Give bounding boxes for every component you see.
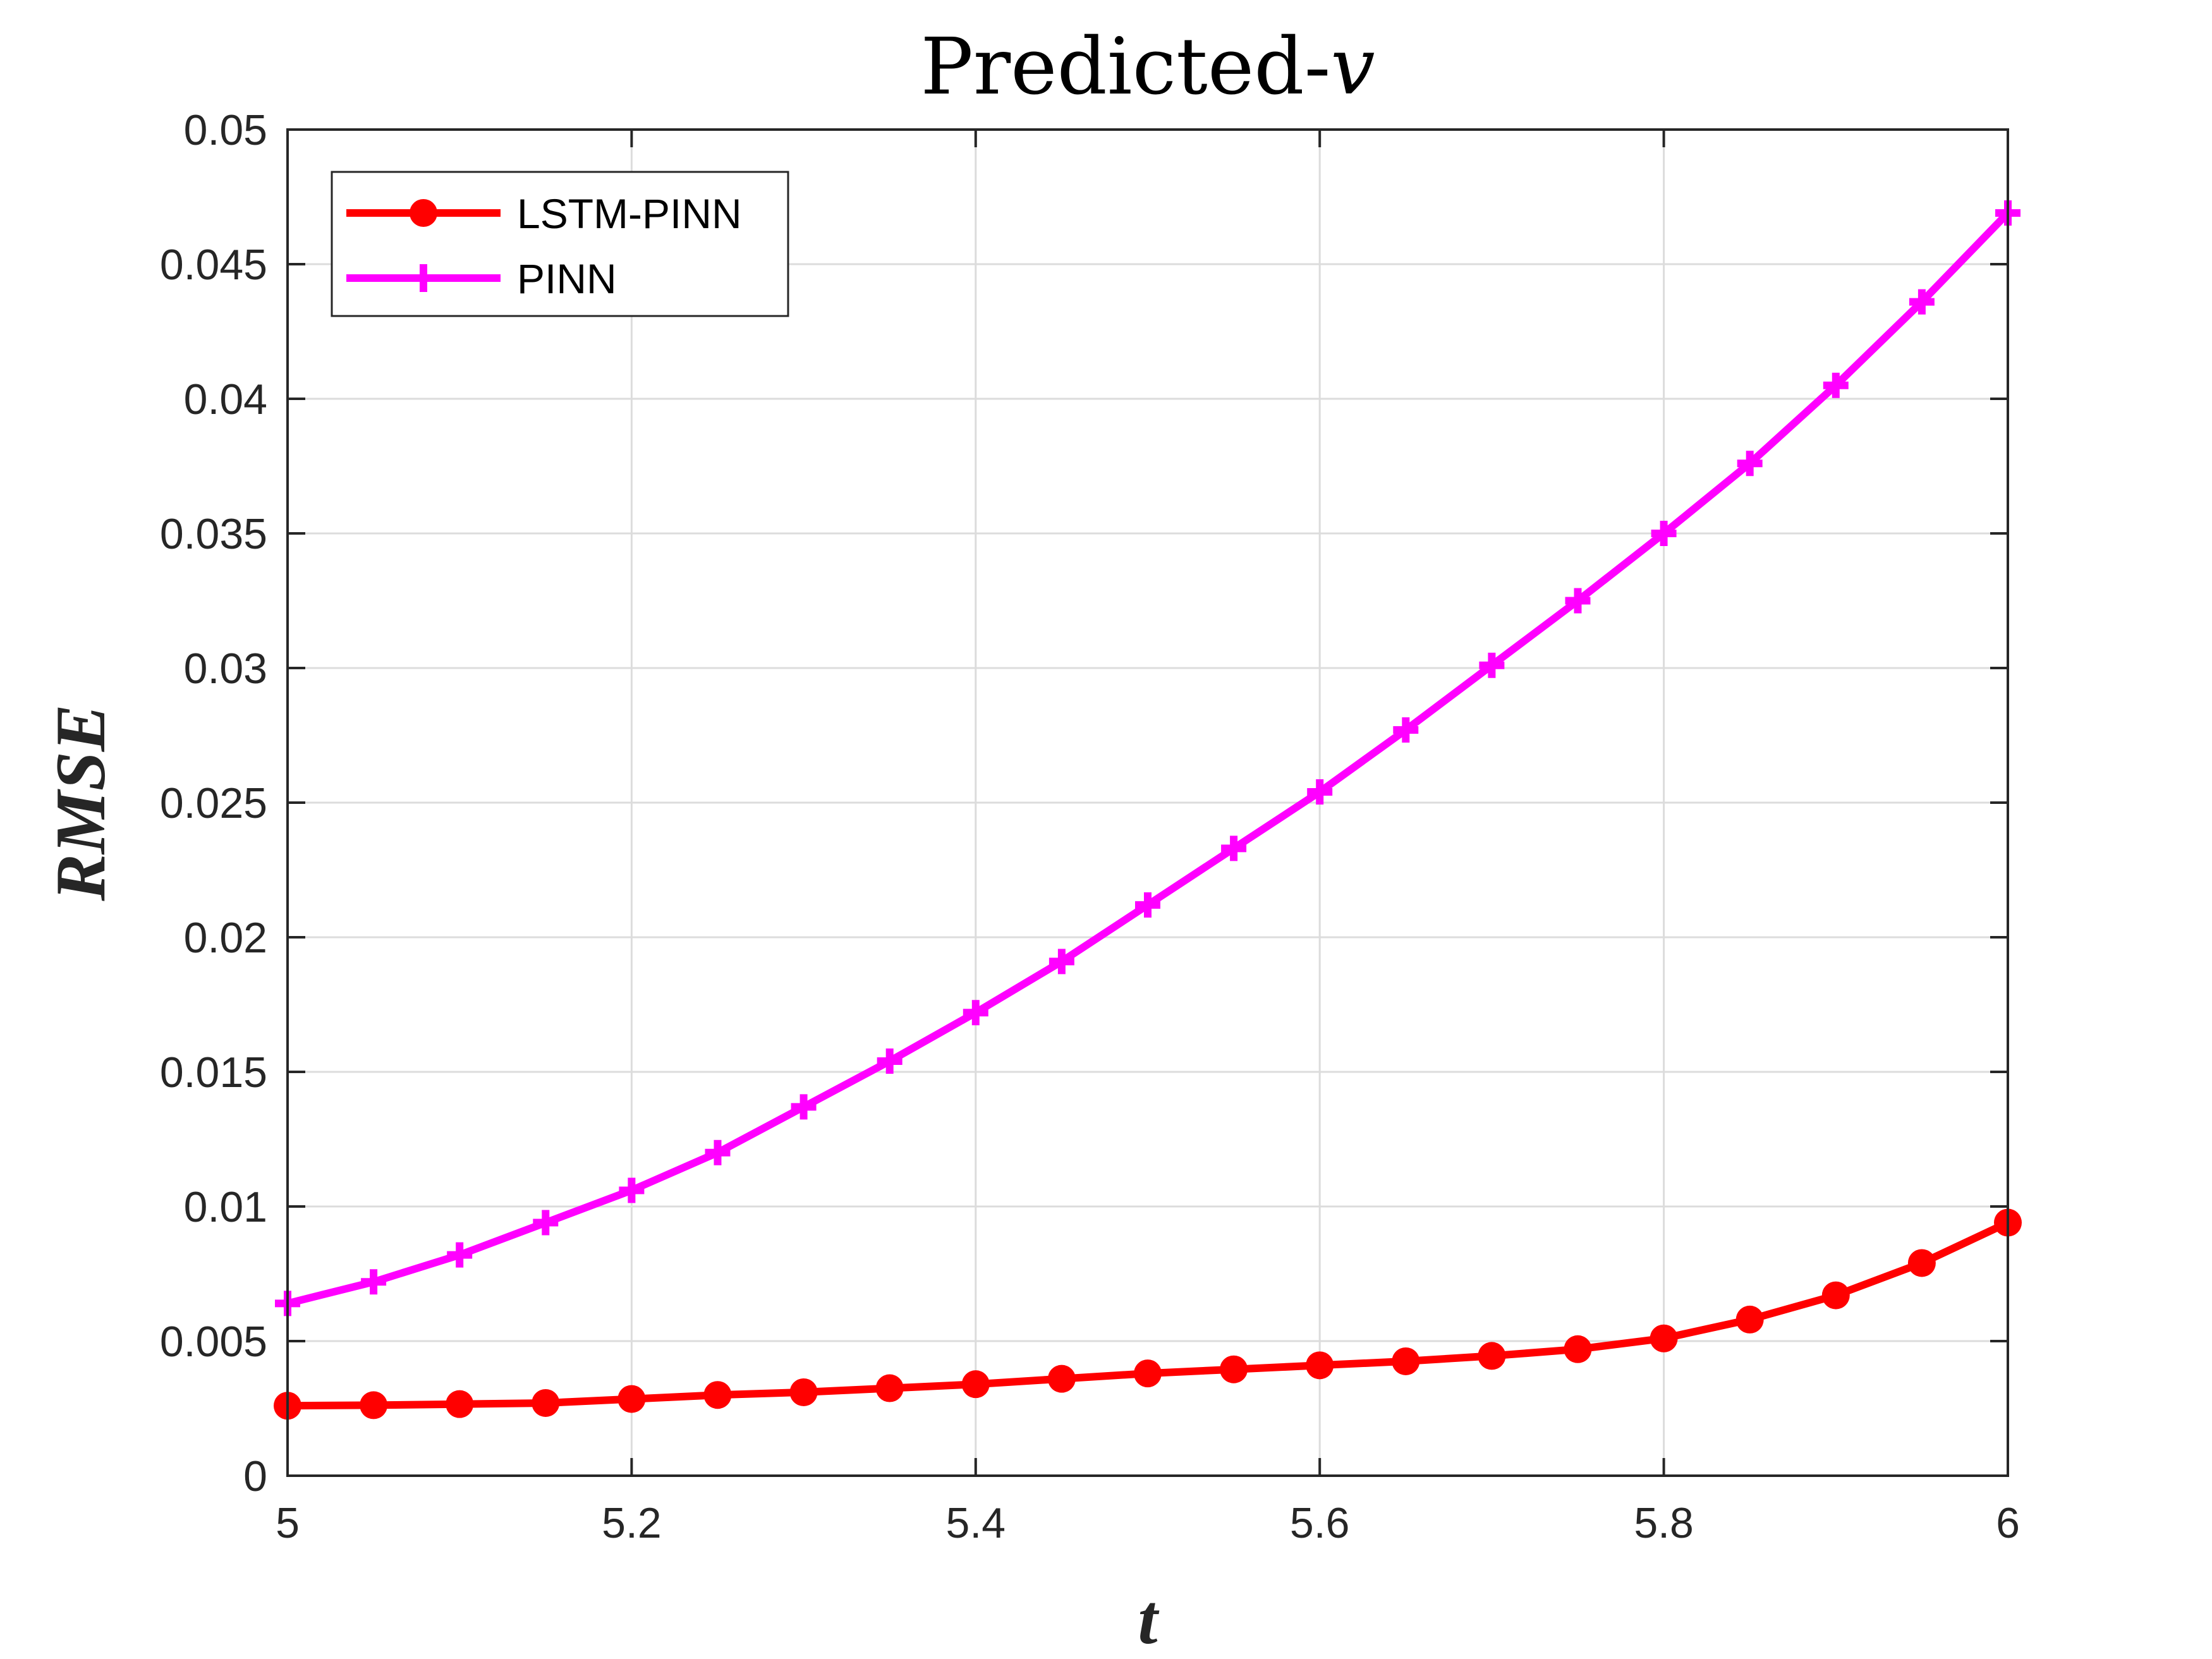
data-point-lstm-pinn — [1047, 1364, 1076, 1393]
x-tick-label: 5.8 — [1634, 1499, 1694, 1547]
chart-title: Predicted-v — [920, 21, 1375, 112]
series-lstm-pinn — [274, 1208, 2022, 1420]
data-point-lstm-pinn — [1478, 1342, 1506, 1370]
y-tick-label: 0.03 — [184, 645, 267, 693]
data-point-pinn — [791, 1094, 817, 1120]
data-point-lstm-pinn — [1650, 1324, 1678, 1352]
data-point-lstm-pinn — [1735, 1305, 1764, 1334]
data-point-lstm-pinn — [532, 1389, 560, 1417]
data-point-pinn — [877, 1048, 902, 1074]
data-point-lstm-pinn — [1220, 1355, 1248, 1383]
data-point-pinn — [533, 1210, 559, 1236]
data-point-pinn — [619, 1177, 645, 1203]
y-tick-label: 0.01 — [184, 1183, 267, 1231]
y-tick-label: 0.035 — [160, 510, 267, 558]
data-point-pinn — [1393, 717, 1419, 743]
series-pinn — [275, 200, 2021, 1316]
x-tick-label: 5 — [276, 1499, 300, 1547]
y-tick-label: 0 — [243, 1452, 267, 1500]
legend-label-lstm-pinn: LSTM-PINN — [517, 190, 742, 237]
x-tick-label: 5.2 — [602, 1499, 662, 1547]
chart-title-text: Predicted- — [920, 21, 1330, 112]
data-point-lstm-pinn — [446, 1390, 474, 1418]
y-axis-label: RMSE — [42, 704, 120, 901]
data-point-pinn — [1307, 779, 1333, 805]
data-point-pinn — [1823, 372, 1849, 398]
legend-label-pinn: PINN — [517, 255, 617, 302]
x-axis-label: t — [1138, 1581, 1159, 1659]
x-tick-label: 5.4 — [946, 1499, 1006, 1547]
data-point-pinn — [1737, 451, 1763, 477]
data-point-lstm-pinn — [1821, 1281, 1850, 1310]
legend-marker-pinn — [410, 264, 437, 292]
data-point-lstm-pinn — [875, 1374, 904, 1402]
legend-box — [331, 171, 789, 317]
y-tick-label: 0.025 — [160, 779, 267, 827]
data-point-pinn — [963, 1000, 988, 1026]
y-tick-label: 0.04 — [184, 375, 267, 423]
data-series — [274, 200, 2022, 1420]
data-point-lstm-pinn — [1392, 1347, 1420, 1375]
data-point-pinn — [447, 1242, 473, 1268]
x-tick-label: 6 — [1996, 1499, 2020, 1547]
data-point-lstm-pinn — [1306, 1351, 1334, 1380]
data-point-pinn — [705, 1139, 731, 1165]
data-point-pinn — [361, 1269, 387, 1295]
data-point-lstm-pinn — [703, 1381, 732, 1409]
data-point-lstm-pinn — [360, 1391, 388, 1419]
data-point-lstm-pinn — [1564, 1335, 1592, 1363]
data-point-lstm-pinn — [617, 1385, 646, 1413]
data-point-pinn — [1135, 892, 1160, 918]
data-point-lstm-pinn — [1134, 1359, 1162, 1388]
data-point-pinn — [1565, 588, 1591, 614]
axis-ticks: 5 5.2 5.4 5.6 5.8 6 0 0.005 0.01 0.015 0.02 0.025 0.… — [160, 106, 2020, 1547]
data-point-pinn — [1048, 949, 1074, 975]
data-point-pinn — [1221, 836, 1247, 861]
x-tick-label: 5.6 — [1290, 1499, 1350, 1547]
y-tick-label: 0.045 — [160, 241, 267, 289]
data-point-pinn — [1479, 652, 1505, 678]
y-tick-label: 0.005 — [160, 1318, 267, 1366]
data-point-lstm-pinn — [1907, 1249, 1936, 1277]
legend: LSTM-PINN PINN — [331, 171, 789, 317]
y-tick-label: 0.05 — [184, 106, 267, 154]
data-point-pinn — [1651, 521, 1677, 546]
legend-marker-lstm-pinn — [410, 199, 437, 227]
data-point-lstm-pinn — [789, 1378, 818, 1406]
data-point-pinn — [1909, 289, 1935, 315]
y-tick-label: 0.015 — [160, 1048, 267, 1097]
data-point-lstm-pinn — [961, 1370, 990, 1399]
chart-title-variable: v — [1331, 21, 1375, 112]
y-tick-label: 0.02 — [184, 914, 267, 962]
